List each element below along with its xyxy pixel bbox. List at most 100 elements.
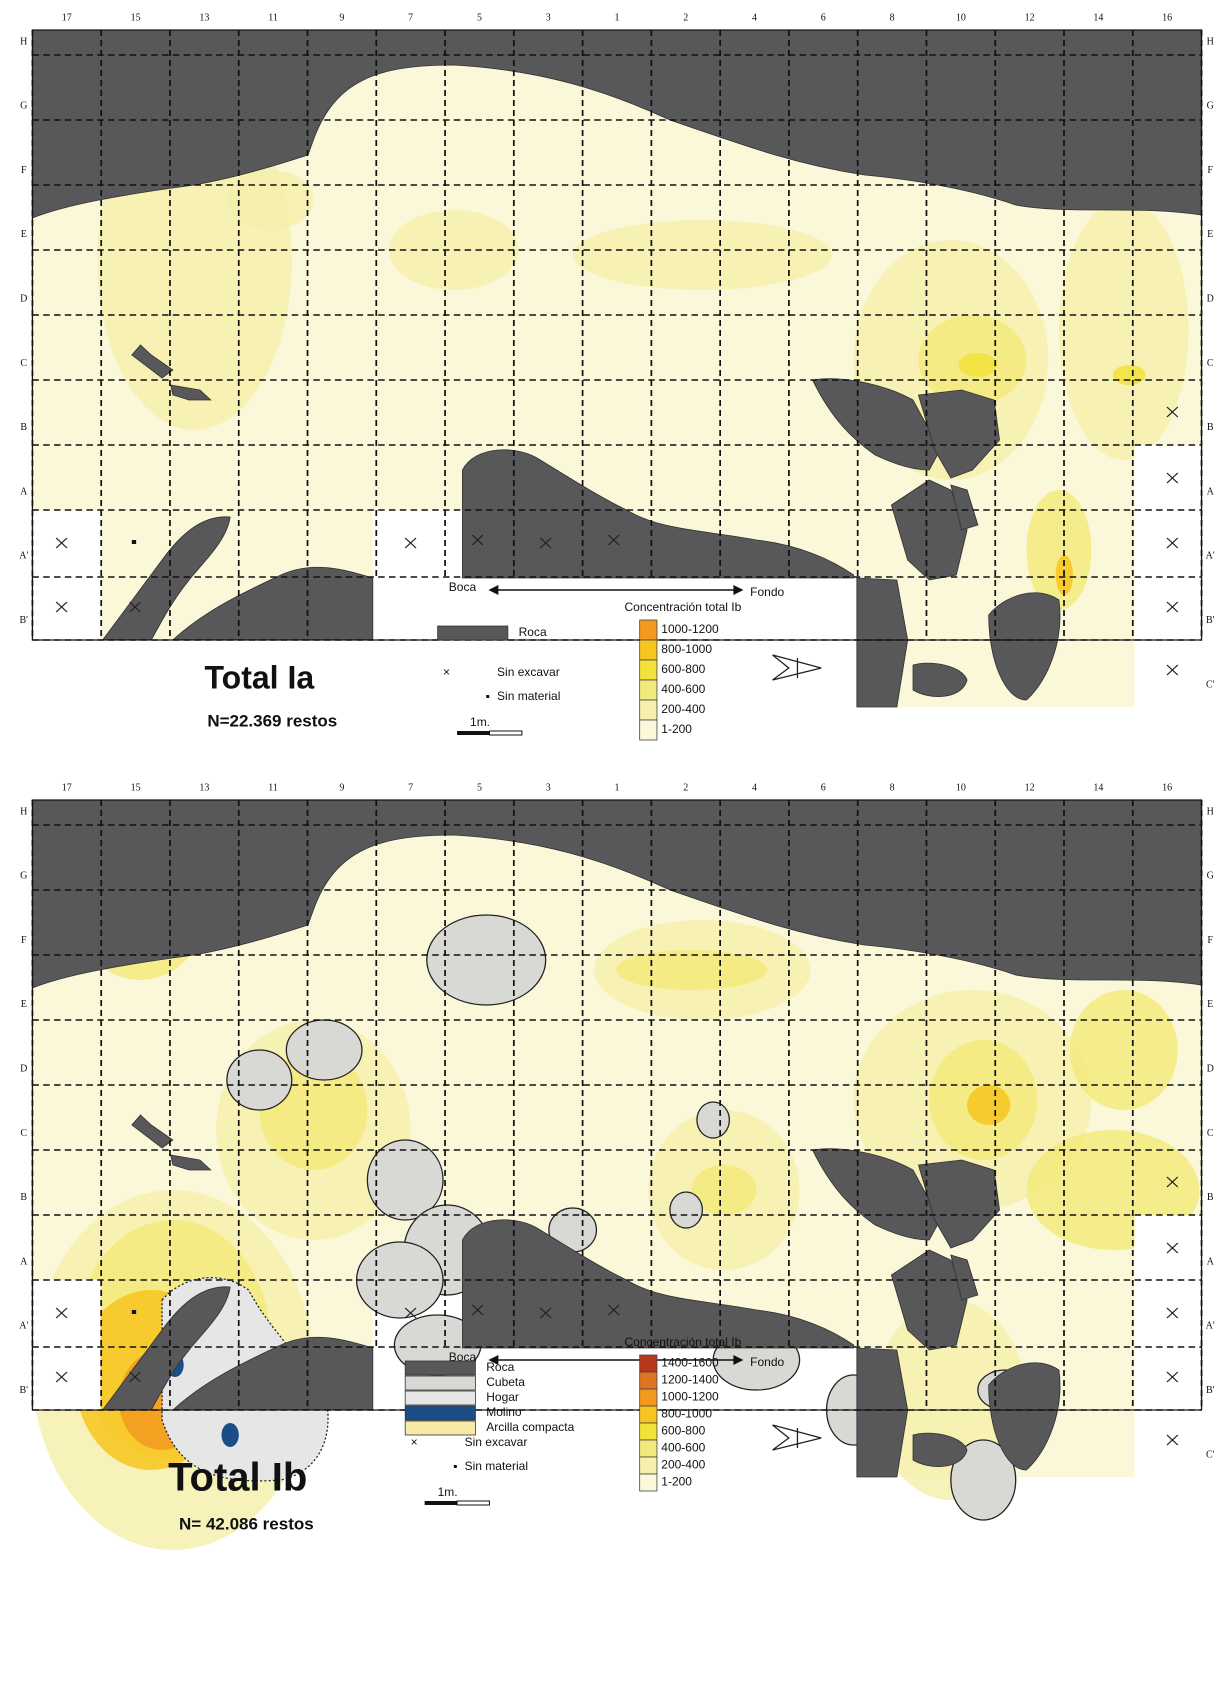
row-label: E xyxy=(1207,229,1213,240)
north-arrow xyxy=(772,1424,822,1451)
rock xyxy=(170,1154,212,1171)
row-label: C xyxy=(1207,358,1214,369)
legend-swatch xyxy=(639,1439,658,1458)
row-label: B xyxy=(20,1192,27,1203)
pit xyxy=(366,1139,444,1221)
row-label: C xyxy=(1207,1128,1214,1139)
row-label: A' xyxy=(19,1321,28,1332)
row-label: A' xyxy=(1206,1321,1215,1332)
row-label: E xyxy=(21,999,27,1010)
pit xyxy=(426,914,547,1006)
legend-label: 1000-1200 xyxy=(661,1390,719,1404)
map-shapes xyxy=(31,799,1203,1550)
rock xyxy=(912,662,968,697)
column-label: 14 xyxy=(1093,782,1103,793)
row-label: F xyxy=(21,165,27,176)
row-label: G xyxy=(20,871,27,882)
legend-label: Molino xyxy=(486,1405,522,1419)
map-border xyxy=(31,29,1203,641)
column-label: 16 xyxy=(1162,782,1172,793)
concentration-zone xyxy=(615,950,768,990)
column-label: 12 xyxy=(1025,782,1035,793)
legend-label: Hogar xyxy=(486,1390,519,1404)
concentration-zone xyxy=(226,170,314,230)
unexcavated-marker xyxy=(55,537,68,549)
legend-swatch xyxy=(639,1473,658,1492)
legend-swatch xyxy=(404,1360,476,1376)
column-label: 6 xyxy=(821,12,826,23)
column-label: 3 xyxy=(546,12,551,23)
unexcavated-marker xyxy=(55,1371,68,1383)
column-label: 9 xyxy=(339,12,344,23)
row-label: B' xyxy=(1206,615,1215,626)
column-label: 4 xyxy=(752,782,757,793)
panel: 17 15 13 11 9 7 5 3 1 2 4 6 8 10 12 14 16HGFEDCBAA'B'HGF… xyxy=(19,12,1215,741)
unexcavated-marker xyxy=(1166,664,1179,676)
column-label: 4 xyxy=(752,12,757,23)
pit xyxy=(950,1439,1017,1521)
row-label: E xyxy=(1207,999,1213,1010)
legend-marker: × xyxy=(411,1435,418,1449)
concentration-zone xyxy=(691,1165,757,1215)
legend-label: Arcilla compacta xyxy=(486,1420,574,1434)
unexcavated-marker xyxy=(1166,537,1179,549)
row-label: F xyxy=(1207,165,1213,176)
map-border xyxy=(31,799,1203,1411)
legend-swatch xyxy=(639,659,658,681)
row-label: H xyxy=(20,806,27,817)
panel-title: Total Ia xyxy=(205,659,315,695)
unexcavated-marker xyxy=(539,1307,552,1319)
pit xyxy=(669,1191,703,1229)
rock xyxy=(988,1362,1061,1471)
direction-start: Boca xyxy=(449,580,477,594)
legend-swatch xyxy=(437,625,509,641)
legend-swatch xyxy=(404,1405,476,1421)
rock xyxy=(171,566,374,641)
rock xyxy=(856,1347,909,1478)
scale-label: 1m. xyxy=(470,715,490,729)
column-label: 8 xyxy=(890,12,895,23)
legend-marker xyxy=(453,1465,457,1468)
direction-end: Fondo xyxy=(750,1355,784,1369)
no-material-marker xyxy=(131,1310,137,1314)
row-label: A xyxy=(20,1256,28,1267)
unexcavated-marker xyxy=(55,1307,68,1319)
rock xyxy=(988,592,1061,701)
column-label: 3 xyxy=(546,782,551,793)
legend-label: Sin material xyxy=(465,1459,528,1473)
column-label: 16 xyxy=(1162,12,1172,23)
row-label: B xyxy=(20,422,27,433)
rock xyxy=(917,389,1000,479)
rock xyxy=(101,516,231,641)
legend-label: Sin material xyxy=(497,689,560,703)
row-label: A xyxy=(1207,1256,1215,1267)
legend-label: 400-600 xyxy=(661,682,705,696)
panel-title: Total Ib xyxy=(168,1456,307,1500)
legend-swatch xyxy=(639,1456,658,1475)
column-label: 17 xyxy=(62,782,72,793)
concentration-zone xyxy=(572,220,833,290)
pit xyxy=(226,1049,293,1111)
legend-label: 800-1000 xyxy=(661,642,712,656)
legend-swatch xyxy=(404,1420,476,1436)
rock xyxy=(31,29,1202,219)
legend-swatch xyxy=(639,679,658,701)
row-label: F xyxy=(1207,935,1213,946)
map-shapes xyxy=(31,29,1203,708)
rock xyxy=(171,1336,374,1411)
rock xyxy=(890,479,968,581)
rock xyxy=(811,378,941,471)
legend-swatch xyxy=(639,619,658,641)
legend-swatch xyxy=(404,1390,476,1406)
row-label: D xyxy=(1207,1063,1214,1074)
rock xyxy=(31,799,1202,989)
legend-label: 1-200 xyxy=(661,1475,692,1489)
legend-label: Sin excavar xyxy=(465,1435,528,1449)
unexcavated-marker xyxy=(404,1307,417,1319)
scale-bar xyxy=(424,1501,458,1505)
column-label: 10 xyxy=(956,782,966,793)
column-label: 17 xyxy=(62,12,72,23)
column-label: 13 xyxy=(199,782,209,793)
row-label: A' xyxy=(19,551,28,562)
legend-label: 600-800 xyxy=(661,662,705,676)
